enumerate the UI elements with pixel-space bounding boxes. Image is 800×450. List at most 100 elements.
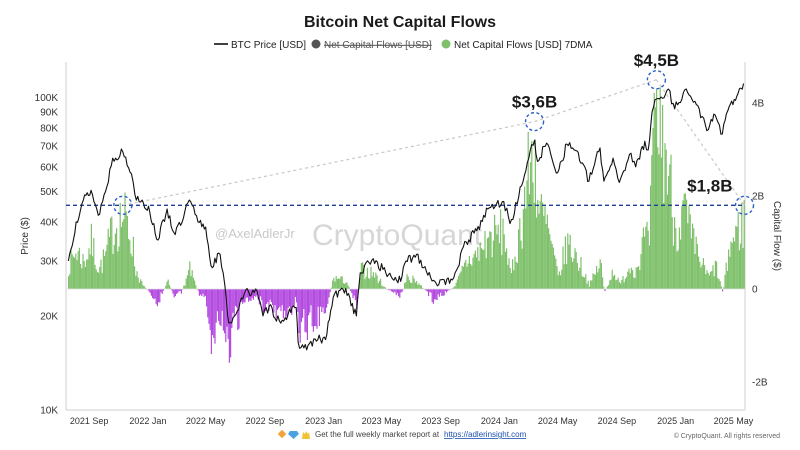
flow-bar [590,280,592,289]
flow-bar [446,289,448,293]
flow-bar [266,289,268,305]
flow-bar [96,272,98,289]
flow-bar [701,264,703,289]
flow-bar [203,289,205,297]
flow-bar [425,289,427,291]
flow-bar [418,283,420,289]
flow-bar [516,262,518,289]
flow-bar [268,289,270,311]
flow-bar [462,266,464,289]
flow-bar [572,261,574,289]
flow-bar [150,289,152,296]
flow-bar [593,274,595,289]
flow-bar [165,285,167,289]
flow-bar [695,236,697,289]
flow-bar [581,276,583,289]
footer-link[interactable]: https://adlerinsight.com [444,430,527,439]
flow-bar [177,289,179,293]
flow-bar [216,289,218,312]
flow-bar [515,261,517,289]
flow-bar [558,271,560,289]
flow-bar [118,246,120,289]
flow-bar [485,258,487,289]
flow-bar [159,289,161,303]
flow-bar [597,272,599,289]
highlight-circle [524,111,545,132]
flow-bar [214,289,216,344]
copyright-text: © CryptoQuant. All rights reserved [674,432,780,440]
flow-bar [501,255,503,289]
y-right-label: Capital Flow ($) [771,201,782,271]
flow-bar [222,289,224,331]
flow-bar [543,215,545,289]
y-left-tick-label: 100K [35,93,59,104]
flow-bar [186,275,188,289]
flow-bar [618,282,620,289]
flow-bar [242,289,244,304]
flow-bar [666,194,668,289]
flow-bar [486,238,488,289]
flow-bar [224,289,226,334]
y-left-tick-label: 60K [40,162,58,173]
flow-bar [554,255,556,289]
flow-bar [472,257,474,289]
flow-bar [642,227,644,289]
flow-bar [741,202,743,289]
flow-bar [75,253,77,289]
legend-avg-flow-label: Net Capital Flows [USD] 7DMA [454,40,593,51]
flow-bar [674,217,676,289]
flow-bar [617,277,619,289]
flow-bar [322,289,324,308]
flow-bar [474,250,476,289]
flow-bar [335,276,337,289]
flow-bar [81,268,83,289]
flow-bar [736,226,738,289]
y-right-tick-label: 4B [752,99,765,110]
flow-bar [586,283,588,289]
flow-bar [140,279,142,289]
flow-bar [100,259,102,289]
flow-bar [311,289,313,327]
flow-bar [316,289,318,329]
flow-bar [648,245,650,289]
flow-bar [110,218,112,289]
flow-bar [591,280,593,289]
x-tick-label: 2023 Jan [305,416,342,426]
flow-bar [532,182,534,289]
flow-bar [426,289,428,292]
flow-bar [634,277,636,289]
y-left-tick-label: 10K [40,406,58,417]
flow-bar [350,289,352,291]
flow-bar [237,289,239,331]
flow-bar [180,289,182,294]
flow-bar [700,267,702,289]
flow-bar [213,289,215,338]
flow-bar [244,289,246,303]
x-tick-label: 2024 May [538,416,578,426]
flow-bar [567,233,569,289]
flow-bar [130,253,132,289]
x-tick-label: 2022 Sep [246,416,285,426]
flow-bar [296,289,298,303]
flow-bar [84,266,86,289]
highlight-circle [734,195,755,216]
flow-bar [414,282,416,289]
flow-bar [141,281,143,289]
flow-bar [626,276,628,289]
flow-bar [273,289,275,313]
flow-bar [274,289,276,306]
flow-bar [160,289,162,293]
flow-bar [162,289,164,291]
flow-bar [702,258,704,289]
flow-bar [716,261,718,289]
flow-bar [495,225,497,289]
flow-bar [519,218,521,289]
flow-bar [512,259,514,289]
flow-bar [665,149,667,289]
flow-bar [248,289,250,302]
flow-bar [275,289,277,318]
flow-bar [315,289,317,327]
flow-bar [318,289,320,327]
flow-bar [351,289,353,293]
flow-bar [394,289,396,292]
